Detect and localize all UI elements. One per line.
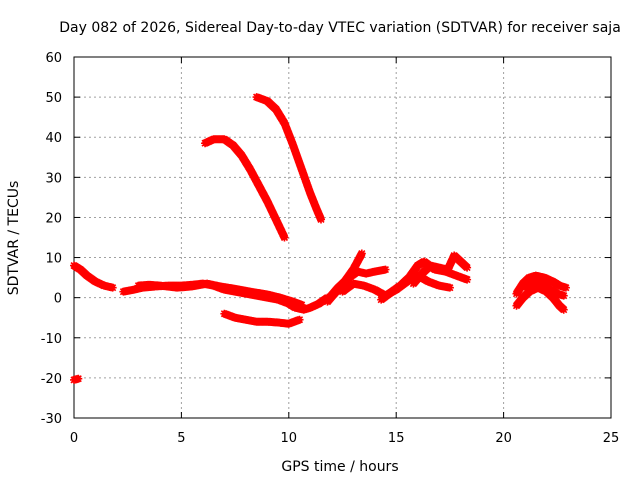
series-arc-main-band-upper xyxy=(134,279,306,309)
grid xyxy=(74,57,611,418)
y-tick-label: 30 xyxy=(45,171,62,186)
x-tick-label: 20 xyxy=(495,431,512,446)
y-tick-label: 0 xyxy=(54,292,62,307)
x-tick-label: 15 xyxy=(388,431,405,446)
chart-title: Day 082 of 2026, Sidereal Day-to-day VTE… xyxy=(59,20,621,36)
y-tick-label: 10 xyxy=(45,252,62,267)
x-tick-label: 5 xyxy=(177,431,185,446)
series-arc-rise-2 xyxy=(325,265,390,302)
series-arc-early xyxy=(70,261,117,292)
data-point xyxy=(74,374,83,383)
x-tick-label: 0 xyxy=(70,431,78,446)
data-point xyxy=(561,283,570,292)
data-point xyxy=(297,300,306,309)
data-points xyxy=(70,93,570,384)
y-axis-ticks: -30 -20 -10 0 10 20 30 40 50 60 xyxy=(41,51,611,427)
y-axis-label: SDTVAR / TECUs xyxy=(6,181,22,296)
data-point xyxy=(559,291,568,300)
series-arc-mid-3 xyxy=(409,251,472,288)
data-point xyxy=(463,263,472,272)
series-arc-high-1 xyxy=(201,135,289,242)
data-point xyxy=(559,305,568,314)
series-arc-lower xyxy=(220,309,304,328)
data-point xyxy=(357,249,366,258)
x-axis-label: GPS time / hours xyxy=(281,459,398,475)
y-tick-label: -30 xyxy=(41,412,62,427)
data-point xyxy=(317,215,326,224)
plot-frame xyxy=(73,56,612,419)
data-point xyxy=(280,233,289,242)
data-point xyxy=(108,283,117,292)
data-point xyxy=(463,275,472,284)
data-point xyxy=(295,315,304,324)
series-arc-late-1 xyxy=(512,271,570,298)
y-tick-label: -20 xyxy=(41,372,62,387)
x-tick-label: 10 xyxy=(281,431,298,446)
series-arc-late-3 xyxy=(521,277,568,300)
series-arc-high-2 xyxy=(252,93,326,224)
y-tick-label: 60 xyxy=(45,51,62,66)
data-point xyxy=(445,283,454,292)
y-tick-label: 20 xyxy=(45,211,62,226)
x-axis-ticks: 0 5 10 15 20 25 xyxy=(70,57,619,446)
data-point xyxy=(381,265,390,274)
x-tick-label: 25 xyxy=(603,431,620,446)
series-arc-isolated xyxy=(70,374,83,384)
y-tick-label: -10 xyxy=(41,332,62,347)
y-tick-label: 40 xyxy=(45,131,62,146)
y-tick-label: 50 xyxy=(45,91,62,106)
